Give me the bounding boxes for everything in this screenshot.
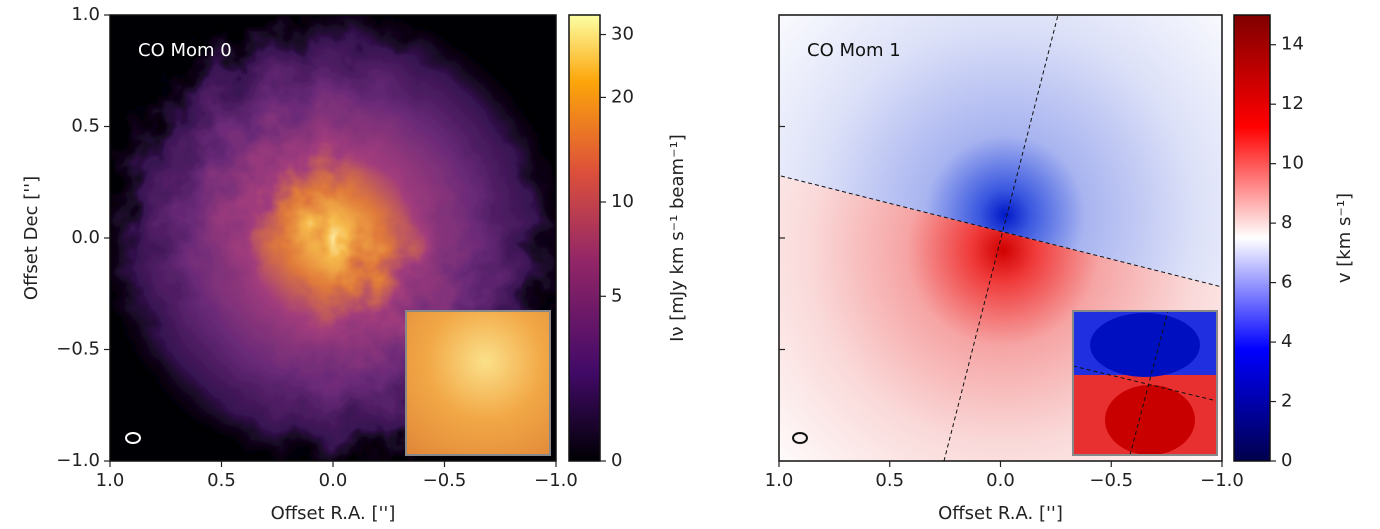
colorbar-tick-label: 8 [1281, 212, 1292, 233]
y-tick-label: 0.5 [71, 116, 100, 137]
x-tick-label: 1.0 [765, 470, 794, 491]
x-tick-label: 0.0 [319, 470, 348, 491]
inset [1073, 311, 1217, 455]
colorbar-tick-label: 10 [611, 191, 634, 212]
colorbar-tick-label: 2 [1281, 391, 1292, 412]
y-axis-label: Offset Dec [''] [21, 176, 42, 300]
inset [405, 310, 551, 456]
y-tick-label: −0.5 [56, 339, 100, 360]
moment0-image [110, 15, 556, 461]
panel-title: CO Mom 0 [138, 40, 232, 61]
y-tick-label: −1.0 [56, 450, 100, 471]
colorbar-tick-label: 0 [1281, 450, 1292, 471]
colorbar-label: Iν [mJy km s⁻¹ beam⁻¹] [667, 134, 688, 342]
colorbar [568, 14, 601, 462]
panel-title: CO Mom 1 [807, 40, 901, 61]
colorbar-tick-label: 6 [1281, 272, 1292, 293]
colorbar-tick-label: 30 [611, 24, 634, 45]
beam [792, 432, 808, 444]
colorbar-tick-label: 12 [1281, 93, 1304, 114]
x-axis-label: Offset R.A. [''] [271, 503, 396, 524]
y-tick-label: 1.0 [71, 4, 100, 25]
colorbar-tick-label: 0 [611, 450, 622, 471]
colorbar-tick-label: 4 [1281, 331, 1292, 352]
x-axis-label: Offset R.A. [''] [938, 503, 1063, 524]
beam [125, 432, 141, 444]
x-tick-label: 0.5 [207, 470, 236, 491]
y-tick-label: 0.0 [71, 227, 100, 248]
x-tick-label: 0.5 [875, 470, 904, 491]
colorbar [1233, 14, 1271, 462]
x-tick-label: −1.0 [534, 470, 578, 491]
x-tick-label: −0.5 [1089, 470, 1133, 491]
x-tick-label: −0.5 [423, 470, 467, 491]
colorbar-tick-label: 14 [1281, 34, 1304, 55]
colorbar-tick-label: 10 [1281, 153, 1304, 174]
colorbar-tick-label: 5 [611, 285, 622, 306]
colorbar-label: v [km s⁻¹] [1334, 193, 1355, 283]
x-tick-label: 0.0 [986, 470, 1015, 491]
x-tick-label: 1.0 [96, 470, 125, 491]
colorbar-tick-label: 20 [611, 86, 634, 107]
x-tick-label: −1.0 [1200, 470, 1244, 491]
